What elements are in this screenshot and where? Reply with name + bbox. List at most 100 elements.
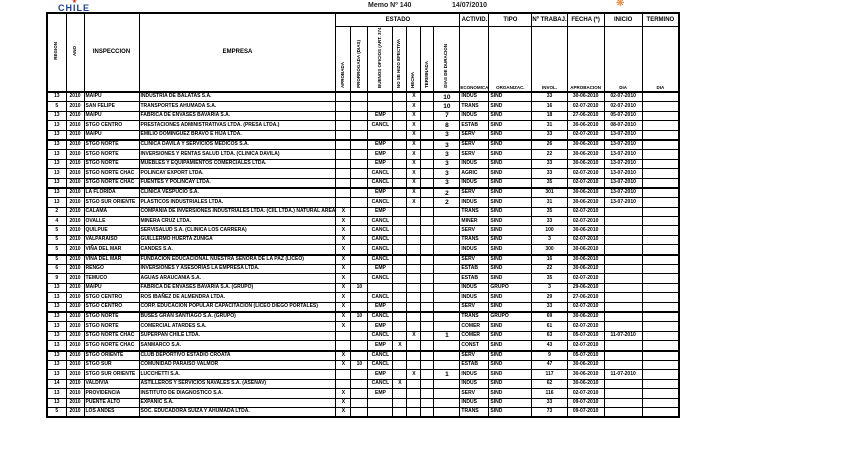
cell-region: 13 [46,301,67,313]
cell-economica: COMER [459,321,490,332]
cell-dia_inicio: 13-07-2010 [603,129,643,141]
table-row: 13 2010 STGO NORTE MUEBLES Y EQUIPAMIENTOS … [46,158,680,170]
cell-inspeccion: PUENTE ALTO [83,397,140,408]
cell-empresa: COMUNIDAD PARAISO VALMOR [138,359,337,371]
cell-region: 5 [46,225,67,236]
cell-organizac: SIND [488,149,533,160]
cell-inspeccion: MAIPU [83,91,140,103]
cell-organizac: SIND [488,168,533,179]
cell-dias: 3 [433,177,461,189]
cell-dia_inicio: 13-07-2010 [603,187,643,199]
cell-empresa: CORP. EDUCACION POPULAR CAPACITACION (LI… [138,301,337,313]
cell-terminada [420,264,435,275]
col-header-invol: INVOL. [531,26,568,93]
cell-dias [433,378,461,390]
cell-buenos_oficios: CANCL [367,177,394,189]
cell-prorrogada [350,168,369,179]
cell-dias [433,388,461,399]
cell-dias: 2 [433,197,461,208]
cell-hecha: X [406,101,422,112]
cell-inspeccion: STGO NORTE [83,149,140,160]
cell-no_efectiva [392,292,408,303]
cell-inspeccion: STGO CENTRO [83,120,140,131]
cell-buenos_oficios: EMP [367,206,394,218]
cell-empresa: EXPANIC S.A. [138,397,337,408]
cell-organizac: SIND [488,129,533,141]
cell-aprobada [335,139,352,151]
cell-aprobacion: 09-07-2010 [566,397,605,408]
cell-hecha [406,340,422,352]
cell-dia_termino [641,139,680,151]
group-header-tipo: TIPO [488,12,533,27]
cell-dias: 3 [433,149,461,160]
table-row: 2 2010 CALAMA COMPAÑIA DE INVERSIONES INDUS… [46,206,680,218]
cell-aprobada: X [335,321,352,332]
col-header-organizac: ORGANIZAC. [488,26,533,93]
cell-inspeccion: LOS ANDES [83,406,140,418]
cell-terminada [420,282,435,294]
cell-terminada [420,158,435,170]
cell-dia_inicio [603,378,643,390]
table-row: 13 2010 MAIPU FABRICA DE ENVASES BAVARIA S.… [46,110,680,122]
cell-invol: 22 [531,264,568,275]
cell-invol: 35 [531,206,568,218]
cell-economica: INDUS [459,197,490,208]
cell-buenos_oficios [367,282,394,294]
col-header-hecha: HECHA [406,26,422,93]
cell-no_efectiva [392,397,408,408]
cell-invol: 100 [531,225,568,236]
cell-dias: 3 [433,139,461,151]
cell-ano: 2010 [65,139,85,151]
cell-organizac: SIND [488,158,533,170]
cell-terminada [420,406,435,418]
cell-organizac: SIND [488,406,533,418]
cell-invol: 16 [531,254,568,266]
cell-dia_inicio: 02-07-2010 [603,91,643,103]
cell-economica: TRANS [459,101,490,112]
col-header-dias: DIAS DE DURACION [433,26,461,93]
cell-economica: ESTAB [459,264,490,275]
cell-economica: INDUS [459,378,490,390]
cell-prorrogada [350,149,369,160]
table-header: REGION AÑO INSPECCION EMPRESA ESTADO ACT… [46,12,680,93]
cell-empresa: SOC. EDUCADORA SUIZA Y AHUMADA LTDA. [138,406,337,418]
cell-organizac: SIND [488,197,533,208]
cell-aprobada [335,340,352,352]
cell-prorrogada [350,187,369,199]
cell-ano: 2010 [65,177,85,189]
cell-economica: TRANS [459,206,490,218]
col-header-dia-inicio: DIA [603,26,643,93]
cell-aprobada: X [335,206,352,218]
cell-buenos_oficios: CANCL [367,168,394,179]
table-row: 5 2010 VIÑA DEL MAR FUNDACION EDUCACIONAL N… [46,254,680,266]
cell-dia_inicio [603,311,643,323]
table-row: 13 2010 STGO NORTE BUSES GRAN SANTIAGO S.A.… [46,311,680,323]
cell-aprobada [335,101,352,112]
cell-aprobacion: 05-07-2010 [566,350,605,361]
table-row: 13 2010 STGO CENTRO PRESTACIONES ADMINISTRA… [46,120,680,131]
cell-dias [433,301,461,313]
cell-aprobada: X [335,311,352,323]
cell-no_efectiva [392,359,408,371]
cell-organizac: SIND [488,110,533,122]
cell-economica: SERV [459,225,490,236]
cell-dia_inicio: 08-07-2010 [603,120,643,131]
cell-dia_termino [641,254,680,266]
cell-dias: 3 [433,158,461,170]
cell-dias: 10 [433,101,461,112]
table-row: 5 2010 LOS ANDES SOC. EDUCADORA SUIZA Y AHU… [46,406,680,418]
cell-empresa: COMERCIAL ATARDES S.A. [138,321,337,332]
cell-region: 13 [46,187,67,199]
cell-terminada [420,91,435,103]
cell-aprobada [335,158,352,170]
cell-aprobada [335,187,352,199]
corner-flame-icon: ❋ [616,0,625,9]
cell-empresa: SERVISALUD S.A. (CLINICA LOS CARRERA) [138,225,337,236]
cell-dia_termino [641,158,680,170]
cell-dias [433,254,461,266]
cell-inspeccion: MAIPU [83,282,140,294]
cell-aprobacion: 30-06-2010 [566,197,605,208]
cell-terminada [420,273,435,284]
cell-prorrogada [350,129,369,141]
table-row: 9 2010 TEMUCO AGUAS ARAUCANIA S.A. X CANCL EST… [46,273,680,284]
